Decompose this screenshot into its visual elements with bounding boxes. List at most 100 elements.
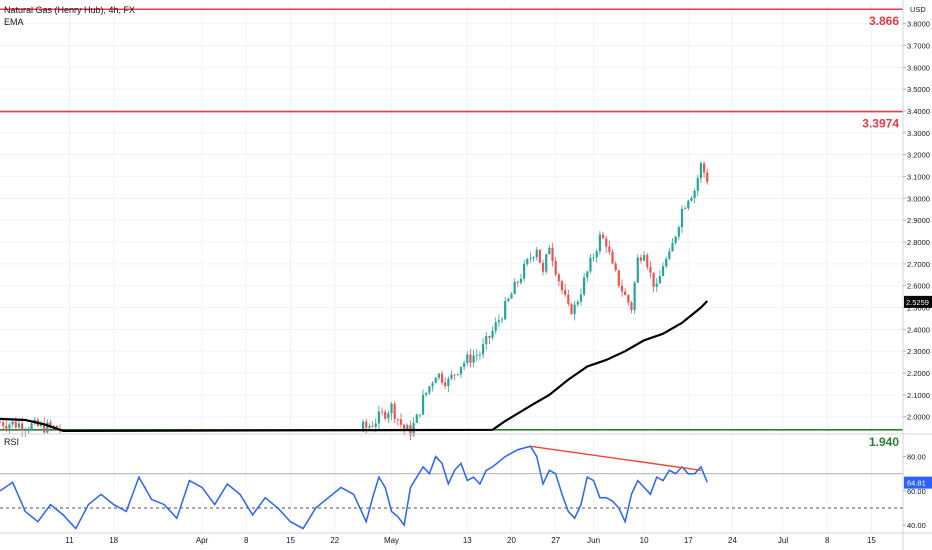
last-price-badge bbox=[904, 295, 932, 308]
candle-body bbox=[361, 421, 365, 430]
candle-body bbox=[519, 278, 523, 283]
candle-body bbox=[671, 242, 674, 252]
candle-body bbox=[396, 419, 399, 420]
candle-body bbox=[548, 247, 551, 255]
candles bbox=[0, 160, 709, 441]
candle-body bbox=[567, 294, 570, 304]
candle-body bbox=[668, 251, 671, 259]
candle-body bbox=[24, 430, 27, 431]
candle-body bbox=[535, 249, 538, 258]
rsi-series bbox=[0, 445, 708, 530]
time-tick-label: 27 bbox=[551, 536, 560, 545]
price-tick-label: 3.3000 bbox=[907, 129, 930, 138]
price-tick-label: 2.7000 bbox=[907, 260, 930, 269]
candle-body bbox=[425, 392, 428, 395]
time-tick-label: 15 bbox=[867, 536, 876, 545]
rsi-pane bbox=[0, 445, 903, 530]
price-tick-label: 3.0000 bbox=[907, 194, 930, 203]
candle-body bbox=[371, 426, 374, 427]
candle-body bbox=[27, 429, 30, 431]
ema-series bbox=[0, 300, 709, 433]
candle-body bbox=[55, 425, 58, 429]
candle-body bbox=[589, 257, 592, 272]
time-tick-label: 10 bbox=[640, 536, 649, 545]
rsi-tick-label: 80.00 bbox=[907, 453, 926, 462]
candle-body bbox=[665, 258, 668, 267]
candle-body bbox=[598, 234, 601, 252]
candle-body bbox=[529, 258, 532, 260]
candle-body bbox=[614, 263, 617, 271]
time-tick-label: May bbox=[384, 536, 399, 545]
candle-body bbox=[608, 246, 611, 252]
candle-body bbox=[633, 282, 636, 311]
candle-body bbox=[655, 283, 658, 287]
horizontal-levels[interactable]: 3.866 3.3974 1.940 bbox=[0, 8, 903, 449]
candle-body bbox=[2, 422, 5, 426]
candle-body bbox=[488, 336, 491, 338]
candle-body bbox=[554, 261, 557, 275]
horizontal-level-label: 3.3974 bbox=[862, 117, 899, 131]
symbol-title: Natural Gas (Henry Hub), 4h, FX bbox=[4, 5, 136, 15]
candle-body bbox=[421, 394, 425, 415]
candle-body bbox=[478, 354, 482, 356]
candle-body bbox=[627, 295, 630, 303]
candle-body bbox=[576, 301, 579, 305]
horizontal-level-label: 3.866 bbox=[869, 14, 899, 28]
candle-body bbox=[481, 344, 485, 355]
time-tick-label: 8 bbox=[825, 536, 830, 545]
candle-body bbox=[450, 374, 453, 379]
price-tick-label: 2.4000 bbox=[907, 325, 930, 334]
price-tick-label: 2.9000 bbox=[907, 216, 930, 225]
candle-body bbox=[497, 320, 500, 323]
candle-body bbox=[579, 294, 583, 302]
candle-body bbox=[46, 422, 49, 433]
time-tick-label: 8 bbox=[244, 536, 249, 545]
candle-body bbox=[491, 330, 494, 338]
rsi-indicator-label[interactable]: RSI bbox=[4, 437, 20, 447]
candle-body bbox=[500, 319, 504, 321]
last-price-label: 2.5259 bbox=[906, 298, 929, 307]
rsi-divergence-line bbox=[530, 445, 702, 471]
candle-body bbox=[538, 249, 542, 263]
time-tick-label: 11 bbox=[65, 536, 74, 545]
price-tick-label: 2.2000 bbox=[907, 369, 930, 378]
candle-body bbox=[399, 419, 403, 425]
candle-body bbox=[469, 354, 472, 363]
candle-body bbox=[706, 172, 709, 182]
candle-body bbox=[624, 291, 627, 296]
price-tick-label: 3.8000 bbox=[907, 20, 930, 29]
candle-body bbox=[649, 267, 652, 273]
candle-body bbox=[661, 266, 665, 277]
rsi-grid bbox=[68, 436, 872, 532]
ema-line bbox=[0, 300, 709, 433]
candle-body bbox=[17, 423, 21, 428]
candle-body bbox=[21, 423, 24, 431]
candle-body bbox=[583, 277, 586, 295]
candle-body bbox=[586, 271, 589, 278]
time-tick-label: Jul bbox=[778, 536, 788, 545]
candle-body bbox=[453, 374, 456, 376]
price-tick-label: 2.3000 bbox=[907, 347, 930, 356]
candle-body bbox=[0, 422, 2, 423]
candle-body bbox=[456, 374, 459, 375]
candle-body bbox=[374, 423, 377, 427]
candle-body bbox=[440, 373, 444, 383]
ema-indicator-label[interactable]: EMA bbox=[4, 17, 24, 27]
candle-body bbox=[601, 234, 605, 239]
currency-label: USD bbox=[910, 5, 926, 14]
candle-body bbox=[390, 403, 393, 414]
price-tick-label: 2.8000 bbox=[907, 238, 930, 247]
candle-body bbox=[463, 362, 466, 367]
candle-body bbox=[485, 336, 488, 345]
price-tick-label: 2.6000 bbox=[907, 282, 930, 291]
candle-body bbox=[680, 208, 684, 228]
price-tick-label: 2.5000 bbox=[907, 304, 930, 313]
rsi-tick-label: 60.00 bbox=[907, 487, 926, 496]
rsi-value-label: 64.81 bbox=[907, 479, 926, 488]
price-tick-label: 3.4000 bbox=[907, 107, 930, 116]
time-tick-label: Jun bbox=[587, 536, 600, 545]
candle-body bbox=[674, 236, 677, 243]
candle-body bbox=[702, 163, 706, 173]
candle-body bbox=[11, 421, 14, 425]
